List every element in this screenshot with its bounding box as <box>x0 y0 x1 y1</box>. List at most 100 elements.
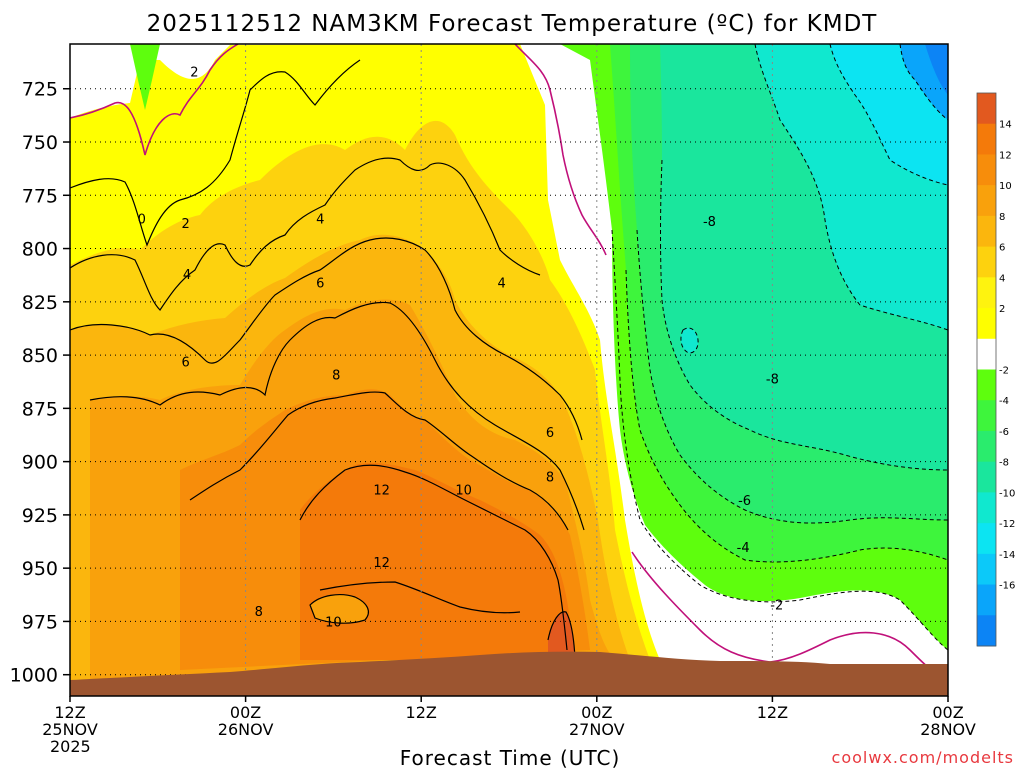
credit-text: coolwx.com/modelts <box>832 748 1014 767</box>
colorbar-label: 12 <box>999 150 1012 161</box>
colorbar-label: 14 <box>999 120 1012 131</box>
x-tick-label: 00Z <box>581 703 612 722</box>
colorbar-swatch <box>977 553 996 586</box>
y-tick-label: 825 <box>22 292 58 314</box>
contour-label: 8 <box>332 368 340 383</box>
contour-cyan-patch <box>680 327 699 354</box>
y-tick-label: 775 <box>22 185 58 207</box>
colorbar-label: 10 <box>999 181 1012 192</box>
x-tick-label: 28NOV <box>920 720 976 739</box>
contour-2 <box>70 157 541 311</box>
chart-title: 2025112512 NAM3KM Forecast Temperature (… <box>147 11 878 37</box>
colorbar-swatch <box>977 369 996 401</box>
contour-label: 0 <box>138 213 146 228</box>
colorbar-swatch <box>977 615 996 647</box>
y-tick-label: 950 <box>22 558 58 580</box>
contour-4 <box>70 237 583 441</box>
colorbar-swatch <box>977 523 996 555</box>
contour-label: 12 <box>373 483 390 498</box>
x-tick-label: 2025 <box>50 737 91 756</box>
field-inner-10-pocket <box>310 594 369 624</box>
colorbar-label: -8 <box>999 458 1009 469</box>
colorbar-swatch <box>977 338 996 370</box>
colorbar-swatch <box>977 93 996 125</box>
contour-label: -2 <box>770 598 783 613</box>
colorbar-label: 2 <box>999 304 1005 315</box>
colorbar-swatch <box>977 123 996 155</box>
colorbar-swatch <box>977 154 996 186</box>
colorbar: 14 12 10 8 6 4 2 -2 -4 -6 -8 -10 -12 -14 -16 <box>976 92 1015 647</box>
x-tick-label: 12Z <box>406 703 437 722</box>
colorbar-swatch <box>977 584 996 616</box>
contour-label: 10 <box>325 615 342 630</box>
colorbar-swatch <box>977 215 996 248</box>
contour-8 <box>189 391 569 531</box>
y-tick-label: 725 <box>22 79 58 101</box>
x-axis-title: Forecast Time (UTC) <box>400 746 621 768</box>
vertical-gridlines <box>245 44 773 696</box>
y-tick-label: 750 <box>22 132 58 154</box>
colorbar-label: -6 <box>999 427 1009 438</box>
x-tick-label: 00Z <box>932 703 963 722</box>
negative-contour-lines <box>611 44 948 651</box>
x-tick-label: 27NOV <box>569 720 625 739</box>
field-14-plus <box>548 611 575 658</box>
contour-minus12 <box>829 44 948 186</box>
colorbar-label: 4 <box>999 273 1005 284</box>
contour-label: 4 <box>183 268 191 283</box>
zero-contour-frontal <box>514 44 607 256</box>
field-cyan-patch <box>680 328 699 353</box>
contour-10 <box>299 464 568 651</box>
zero-contour-surface <box>631 551 948 681</box>
colorbar-swatch <box>977 308 996 340</box>
contour-minus6 <box>636 229 948 524</box>
x-tick-label: 00Z <box>230 703 261 722</box>
colorbar-label: -16 <box>999 581 1015 592</box>
contour-label: 12 <box>373 556 390 571</box>
contour-label: 2 <box>181 217 189 232</box>
contour-0 <box>70 59 361 247</box>
contour-label: 6 <box>316 277 324 292</box>
contour-label: 6 <box>546 426 554 441</box>
y-tick-label: 875 <box>22 398 58 420</box>
contour-label: 6 <box>181 355 189 370</box>
colorbar-label: -4 <box>999 396 1009 407</box>
contour-minus2 <box>611 229 948 651</box>
y-tick-label: 925 <box>22 505 58 527</box>
contour-label: -4 <box>737 541 750 556</box>
contour-label: 10 <box>455 483 472 498</box>
contour-label: 4 <box>498 277 506 292</box>
contour-label: -8 <box>703 215 716 230</box>
plot-frame <box>69 43 949 697</box>
contour-minus10 <box>754 44 948 331</box>
colorbar-frame <box>976 92 997 647</box>
contour-core <box>547 611 576 659</box>
colorbar-swatch <box>977 185 996 217</box>
colorbar-swatch <box>977 461 996 493</box>
colorbar-label: -2 <box>999 366 1009 377</box>
contour-12-inner <box>309 594 369 624</box>
x-tick-label: 12Z <box>54 703 85 722</box>
contour-label: 2 <box>190 66 198 81</box>
field-12-to-14 <box>300 462 578 660</box>
field-green-spike <box>130 44 160 110</box>
colorbar-label: -12 <box>999 519 1015 530</box>
colorbar-label: -14 <box>999 550 1015 561</box>
y-tick-label: 1000 <box>10 665 58 687</box>
zero-contour-main <box>70 44 239 156</box>
colorbar-label: 8 <box>999 212 1005 223</box>
contour-minus4 <box>625 269 948 563</box>
contour-12 <box>319 581 521 614</box>
contour-lines <box>70 59 585 659</box>
colorbar-label: -10 <box>999 488 1015 499</box>
y-tick-label: 850 <box>22 345 58 367</box>
contour-label-layer: 2 0 2 4 4 6 4 6 8 6 8 12 10 12 8 10 -8 -8 -6 -4 -2 <box>138 66 784 631</box>
contour-label: -6 <box>738 494 751 509</box>
colorbar-swatch <box>977 430 996 463</box>
contour-label: -8 <box>766 373 779 388</box>
colorbar-swatch <box>977 246 996 278</box>
y-tick-label: 800 <box>22 239 58 261</box>
y-tick-label: 975 <box>22 611 58 633</box>
